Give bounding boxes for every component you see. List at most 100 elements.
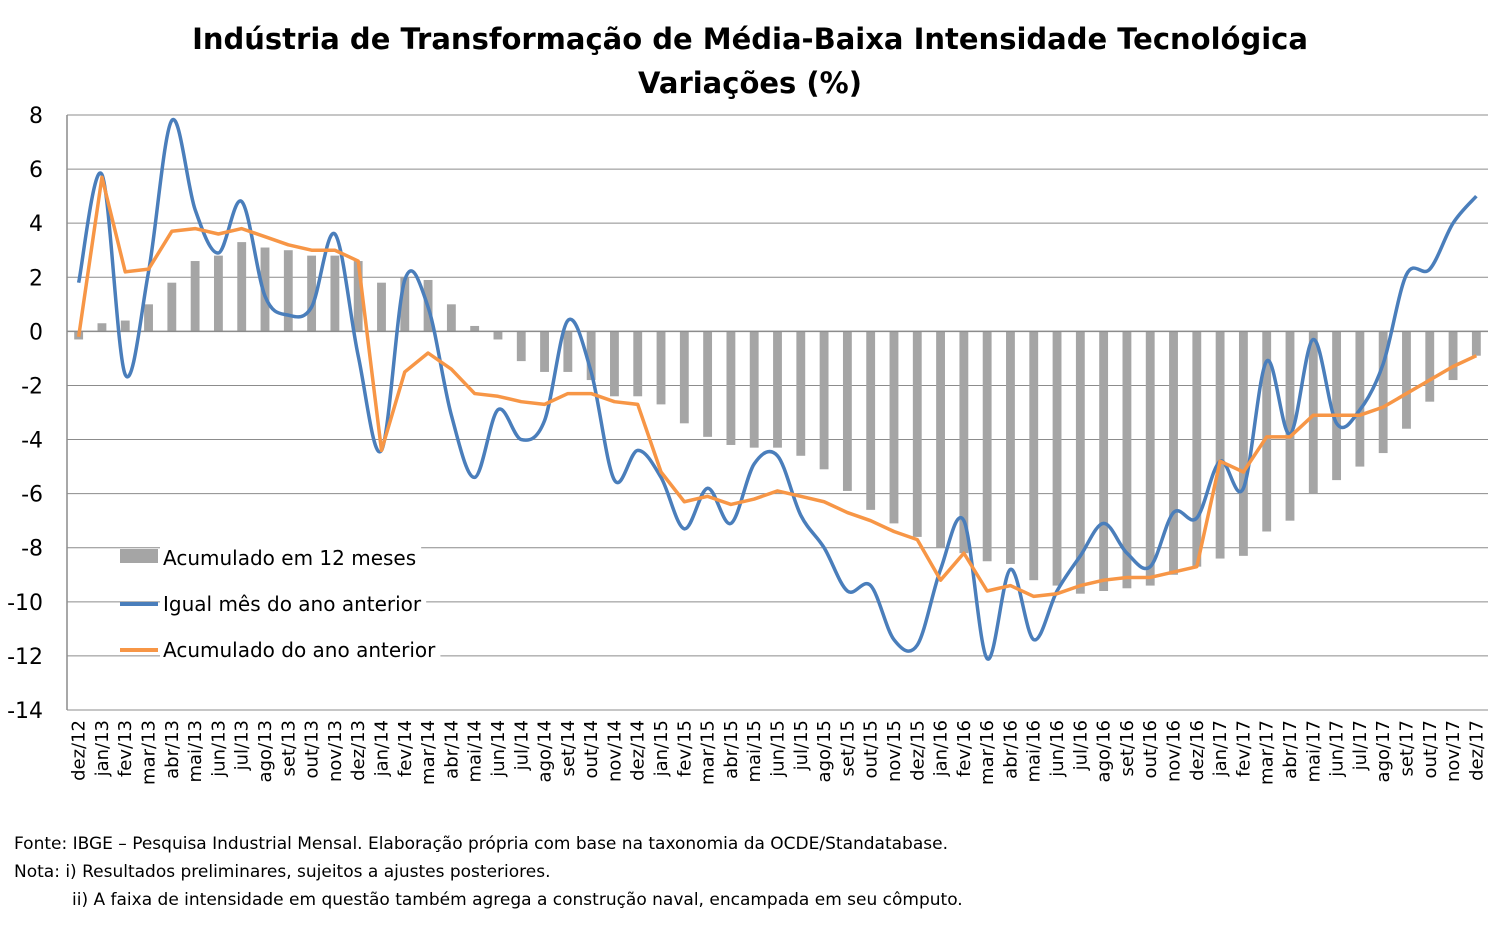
x-tick-label: abr/16 xyxy=(1000,720,1021,779)
x-tick-label: abr/15 xyxy=(721,720,742,779)
x-tick-label: dez/15 xyxy=(907,720,928,781)
bar xyxy=(586,331,596,381)
legend-label: Acumulado do ano anterior xyxy=(163,638,436,662)
x-tick-label: mai/14 xyxy=(465,720,486,783)
legend: Acumulado em 12 meses Igual mês do ano an… xyxy=(120,542,441,664)
bar xyxy=(819,331,829,470)
x-tick-label: dez/17 xyxy=(1466,720,1487,781)
x-tick-label: dez/13 xyxy=(348,720,369,781)
x-tick-label: out/13 xyxy=(302,720,323,778)
bar xyxy=(1192,331,1202,567)
x-tick-label: jul/13 xyxy=(232,720,253,771)
bar xyxy=(1029,331,1039,581)
bar xyxy=(1448,331,1458,381)
bar xyxy=(959,331,969,554)
y-tick-label: 4 xyxy=(29,212,43,237)
y-tick-label: -12 xyxy=(7,645,43,670)
bar xyxy=(1378,331,1388,454)
x-tick-label: set/14 xyxy=(558,720,579,776)
bar xyxy=(726,331,736,445)
x-tick-label: jun/16 xyxy=(1047,720,1068,778)
bar xyxy=(912,331,922,537)
x-tick-label: fev/15 xyxy=(674,720,695,777)
bar xyxy=(610,331,619,397)
legend-swatch xyxy=(120,549,158,563)
bar xyxy=(120,320,130,332)
note-2: ii) A faixa de intensidade em questão ta… xyxy=(72,890,963,910)
bar xyxy=(1215,331,1225,559)
x-tick-label: mai/16 xyxy=(1024,720,1045,783)
bar xyxy=(353,261,363,332)
x-tick-label: ago/17 xyxy=(1373,720,1394,782)
legend-label-bg xyxy=(160,634,441,664)
bar xyxy=(1308,331,1318,494)
y-tick-label: 6 xyxy=(29,158,43,183)
bar xyxy=(703,331,713,437)
line-acumulado-ano xyxy=(76,175,1478,599)
line-igual-mes xyxy=(76,117,1478,661)
legend-label: Igual mês do ano anterior xyxy=(163,592,422,616)
bar xyxy=(446,304,456,332)
bar xyxy=(866,331,876,510)
legend-label-bg xyxy=(160,542,422,572)
x-tick-label: mar/15 xyxy=(698,720,719,785)
x-tick-label: jul/17 xyxy=(1350,720,1371,771)
x-tick-label: mar/14 xyxy=(418,720,439,785)
bar xyxy=(97,323,107,332)
y-tick-label: 0 xyxy=(29,320,43,345)
bar xyxy=(470,325,480,332)
x-tick-label: ago/14 xyxy=(535,720,556,782)
bar xyxy=(749,331,759,448)
legend-label: Acumulado em 12 meses xyxy=(163,546,416,570)
x-tick-label: fev/16 xyxy=(954,720,975,777)
bar xyxy=(796,331,806,456)
bar xyxy=(633,331,643,397)
x-tick-label: out/14 xyxy=(581,720,602,778)
x-tick-label: mar/16 xyxy=(977,720,998,785)
x-tick-label: set/15 xyxy=(837,720,858,776)
bar xyxy=(1145,331,1155,586)
x-tick-label: nov/15 xyxy=(884,720,905,782)
x-tick-label: set/17 xyxy=(1396,720,1417,776)
x-tick-label: jan/14 xyxy=(371,720,392,777)
x-tick-label: fev/13 xyxy=(115,720,136,777)
x-tick-label: jun/14 xyxy=(488,720,509,778)
y-tick-label: -10 xyxy=(7,591,43,616)
x-tick-label: dez/16 xyxy=(1187,720,1208,781)
x-tick-label: out/16 xyxy=(1140,720,1161,778)
bar xyxy=(842,331,852,491)
x-tick-label: jul/15 xyxy=(791,720,812,771)
chart-title: Indústria de Transformação de Média-Baix… xyxy=(192,22,1308,56)
y-tick-label: -6 xyxy=(21,483,43,508)
bar xyxy=(307,255,317,332)
bar xyxy=(1006,331,1015,564)
x-tick-label: ago/15 xyxy=(814,720,835,782)
bar xyxy=(330,255,340,332)
x-tick-label: mai/15 xyxy=(744,720,765,783)
bar xyxy=(982,331,992,562)
x-tick-label: fev/17 xyxy=(1233,720,1254,777)
bar xyxy=(283,250,293,332)
bar xyxy=(656,331,666,405)
axes xyxy=(66,115,1488,710)
x-tick-label: nov/13 xyxy=(325,720,346,782)
bar xyxy=(190,261,200,332)
bar xyxy=(237,242,247,332)
bar xyxy=(889,331,899,524)
bar xyxy=(1099,331,1109,591)
bar xyxy=(1425,331,1435,402)
bar xyxy=(213,255,223,332)
x-tick-label: fev/14 xyxy=(395,720,416,777)
bar xyxy=(936,331,945,548)
x-tick-label: set/13 xyxy=(278,720,299,776)
x-tick-label: jun/13 xyxy=(208,720,229,778)
x-tick-label: out/17 xyxy=(1420,720,1441,778)
bar xyxy=(563,331,573,372)
x-tick-label: abr/13 xyxy=(162,720,183,779)
chart-subtitle: Variações (%) xyxy=(638,66,862,100)
bar xyxy=(1169,331,1178,575)
x-tick-label: set/16 xyxy=(1117,720,1138,776)
x-tick-label: jul/14 xyxy=(511,720,532,771)
x-tick-label: mai/13 xyxy=(185,720,206,783)
